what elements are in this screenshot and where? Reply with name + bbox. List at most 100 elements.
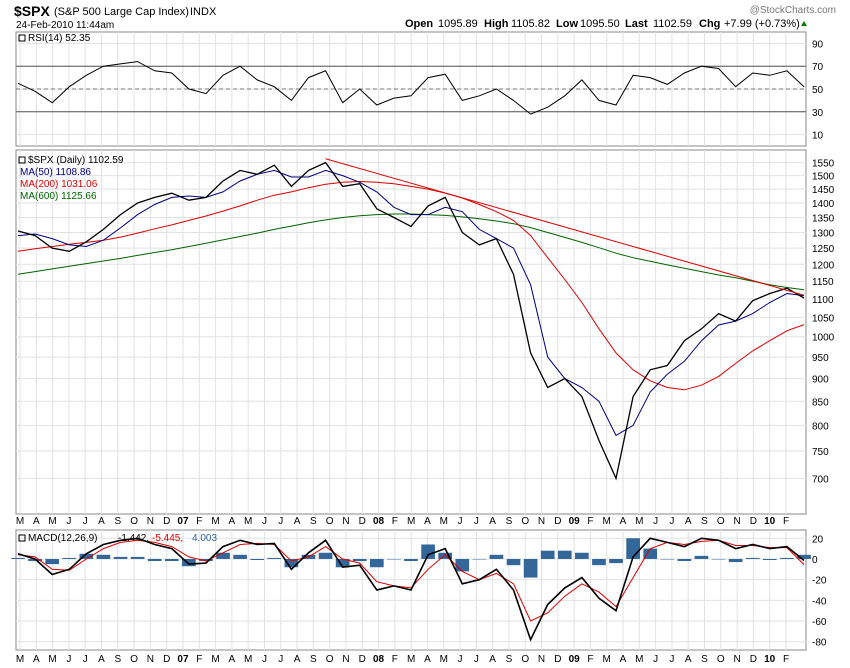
price-tick-label: 1350 [812,213,835,224]
legend-spx: $SPX (Daily) 1102.59 [28,155,124,166]
macd-hist-bar [523,558,538,578]
month-label: A [98,654,105,665]
macd-hist-bar [728,558,743,563]
macd-hist-bar [335,558,350,568]
month-label: A [489,654,496,665]
rsi-tick-label: 10 [812,131,824,142]
macd-hist-bar [404,558,418,562]
macd-legend-label: MACD(12,26,9) [28,533,97,544]
month-label: A [229,516,236,527]
month-label: D [359,516,366,527]
price-tick-label: 1400 [812,199,835,210]
month-label: M [16,516,24,527]
month-label: J [262,654,267,665]
month-label: S [506,654,513,665]
macd-hist-bar [421,544,435,559]
month-label: 09 [569,516,581,527]
price-tick-label: 1150 [812,277,834,288]
legend-ma50: MA(50) 1108.86 [20,167,91,178]
month-label: O [717,516,725,527]
macd-tick-label: -80 [812,638,827,649]
month-label: F [196,516,202,527]
macd-hist-bar [677,558,692,562]
macd-hist-bar [540,550,555,559]
month-label: A [294,654,301,665]
month-label: J [474,654,479,665]
month-label: O [130,654,138,665]
month-label: A [98,516,105,527]
macd-hist-bar [557,550,572,559]
series-line-ma200 [17,180,805,391]
high-label: High [484,18,509,30]
chg-label: Chg [699,18,720,30]
last-label: Last [625,18,648,30]
macd-hist-bar [797,554,811,559]
month-label: 10 [764,654,776,665]
month-label: S [701,516,708,527]
price-tick-label: 700 [812,474,829,485]
macd-hist-bar [113,556,128,559]
rsi-tick-label: 30 [812,108,824,119]
macd-hist-bar [130,556,145,559]
legend-ma200: MA(200) 1031.06 [20,179,98,190]
price-tick-label: 1250 [812,244,835,255]
month-label: A [620,654,627,665]
month-label: J [653,654,658,665]
month-label: D [163,654,170,665]
macd-hist-bar [575,552,589,559]
macd-hist-bar [62,557,77,559]
macd-hist-bar [694,555,709,559]
month-label: A [685,654,692,665]
month-label: O [326,516,334,527]
month-label: M [48,516,56,527]
price-tick-label: 1100 [812,295,834,306]
month-label: S [310,516,317,527]
month-label: M [244,516,252,527]
macd-legend: MACD(12,26,9) -1.442, -5.445, 4.003 [18,533,217,544]
index-name: (S&P 500 Large Cap Index) [54,6,189,18]
month-label: D [359,654,366,665]
month-label: 10 [764,516,776,527]
month-label: N [147,654,154,665]
macd-hist-bar [387,558,401,560]
month-label: F [587,654,593,665]
month-label: 07 [177,654,189,665]
price-tick-label: 1450 [812,185,835,196]
rsi-line [17,61,805,115]
price-legend: $SPX (Daily) 1102.59 MA(50) 1108.86 MA(2… [18,155,124,202]
up-arrow-icon [801,21,807,26]
macd-hist-bar [216,552,230,559]
rsi-legend: RSI(14) 52.35 [18,33,91,44]
month-label: M [16,654,24,665]
macd-hist-bar [164,558,179,562]
month-label: M [211,516,219,527]
month-label: N [342,516,349,527]
month-label: J [66,654,71,665]
month-label: M [603,654,611,665]
month-label: A [620,516,627,527]
month-label: A [33,654,40,665]
macd-hist-bar [592,558,606,566]
month-label: A [33,516,40,527]
macd-hist-bar [45,558,60,565]
month-label: D [750,654,757,665]
month-label: O [326,654,334,665]
month-label: D [554,516,561,527]
price-tick-label: 1300 [812,228,835,239]
macd-hist-bar [352,558,367,562]
month-label: F [392,516,398,527]
month-label: M [635,654,643,665]
month-label: 08 [373,516,385,527]
month-label: M [603,516,611,527]
month-label: O [521,654,529,665]
macd-hist-bar [643,548,658,559]
month-label: D [163,516,170,527]
macd-hist-bar [711,558,726,560]
month-label: D [554,654,561,665]
month-label: J [278,654,283,665]
price-panel: 700 750 800 850 900 950 1000 1050 1100 1150 1200 12… [15,149,835,527]
month-label: M [635,516,643,527]
macd-panel: -80 -60 -40 -20 0 20 MACD(12,26,9) -1.442, -5… [11,529,827,665]
month-label: S [114,516,121,527]
